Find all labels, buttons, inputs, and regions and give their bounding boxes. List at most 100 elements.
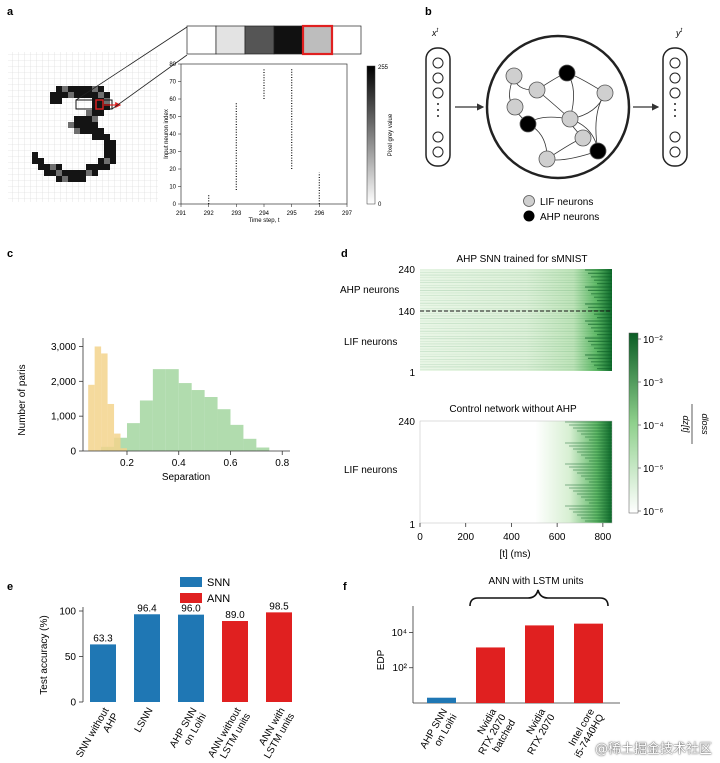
- panel-a-label: a: [7, 6, 14, 18]
- panel-d-label: d: [341, 248, 348, 260]
- edp-category-label: NvidiaRTX 2070: [516, 707, 558, 757]
- digit-pixel: [74, 122, 80, 128]
- heat-bottom-ytick-1: 1: [409, 520, 415, 531]
- gradient-colorbar-tick-label: 10⁻⁴: [643, 421, 664, 432]
- digit-pixel: [68, 92, 74, 98]
- lif-legend-label: LIF neurons: [540, 197, 593, 208]
- vector-ellipsis-dot: [437, 115, 439, 117]
- digit-pixel: [110, 152, 116, 158]
- vector-node: [432, 87, 444, 99]
- digit-pixel: [68, 86, 74, 92]
- digit-pixel: [50, 92, 56, 98]
- accuracy-ytick-label: 100: [59, 607, 76, 618]
- raster-ytick-label: 0: [173, 202, 177, 208]
- lif-neuron: [538, 150, 556, 168]
- heatmap-bottom-streaks: [565, 421, 612, 522]
- hist-bin: [107, 403, 115, 451]
- lif-neuron: [505, 67, 523, 85]
- legend-ann-swatch: [180, 593, 202, 603]
- lif-neuron: [561, 110, 579, 128]
- digit-pixel: [80, 170, 86, 176]
- accuracy-value-label: 96.4: [137, 603, 157, 614]
- legend-snn-swatch: [180, 577, 202, 587]
- digit-pixel: [104, 140, 110, 146]
- digit-pixel: [98, 134, 104, 140]
- gradient-colorbar-tick-label: 10⁻³: [643, 378, 663, 389]
- digit-pixel: [68, 122, 74, 128]
- digit-pixel: [98, 158, 104, 164]
- lif-neuron: [506, 98, 524, 116]
- digit-pixel: [86, 110, 92, 116]
- raster-ytick-label: 70: [169, 80, 176, 86]
- edp-category-label: AHP SNNon Loihi: [418, 707, 459, 756]
- heatmap-x-axis: 0 200 400 600 800: [417, 523, 612, 543]
- heatmap-top: [420, 269, 612, 371]
- lif-neuron: [574, 129, 592, 147]
- gradient-colorbar-tick-label: 10⁻⁶: [643, 507, 664, 518]
- edp-ytick-label: 10⁴: [392, 628, 407, 639]
- heatmap-top-title: AHP SNN trained for sMNIST: [457, 254, 588, 265]
- pixel-value-strip: [186, 24, 362, 56]
- digit-pixel: [104, 152, 110, 158]
- digit-pixel: [110, 140, 116, 146]
- digit-pixel: [62, 86, 68, 92]
- strip-pixel: [273, 25, 304, 55]
- digit-pixel: [68, 176, 74, 182]
- digit-pixel: [98, 92, 104, 98]
- vector-node: [669, 72, 681, 84]
- heat-xtick-label: 800: [595, 532, 612, 543]
- scan-pixel-highlight: [95, 99, 104, 110]
- digit-pixel: [98, 98, 104, 104]
- digit-pixel: [86, 170, 92, 176]
- zoom-line-lower: [111, 54, 188, 110]
- vector-ellipsis-dot: [437, 109, 439, 111]
- digit-pixel: [62, 92, 68, 98]
- heatmap-bottom-title: Control network without AHP: [449, 404, 577, 415]
- raster-xtick-label: 294: [259, 211, 270, 217]
- hist-bin: [204, 397, 218, 451]
- digit-pixel: [104, 98, 110, 104]
- hist-ytick-label: 0: [70, 447, 76, 458]
- gradient-colorbar: [628, 332, 639, 514]
- raster-ytick-label: 40: [169, 132, 176, 138]
- accuracy-bar-chart: 0 50 100 63.3 SNN withoutAHP 96.4 LSNN 96.0 AHP …: [59, 601, 297, 761]
- input-vector-label: xt: [431, 28, 439, 38]
- digit-pixel: [92, 110, 98, 116]
- digit-pixel: [80, 128, 86, 134]
- separation-histogram: 0.2 0.4 0.6 0.8 0 1,000 2,000 3,000: [51, 338, 290, 469]
- digit-pixel: [86, 128, 92, 134]
- hist-bin: [114, 433, 121, 451]
- digit-pixel: [104, 104, 110, 110]
- digit-pixel: [44, 170, 50, 176]
- raster-ytick-label: 50: [169, 115, 176, 121]
- edp-ylabel: EDP: [376, 649, 387, 670]
- accuracy-category-label: LSNN: [133, 706, 156, 735]
- accuracy-value-label: 98.5: [269, 601, 289, 612]
- lif-neuron: [528, 81, 546, 99]
- recurrent-connections: [505, 64, 614, 168]
- digit-pixel: [50, 170, 56, 176]
- panel-c-label: c: [7, 248, 13, 260]
- lif-legend-marker: [523, 195, 535, 207]
- digit-pixel: [74, 176, 80, 182]
- digit-pixel: [86, 122, 92, 128]
- hist-bin: [88, 384, 95, 451]
- digit-pixel: [104, 146, 110, 152]
- digit-pixel: [92, 92, 98, 98]
- digit-pixel: [74, 116, 80, 122]
- digit-pixel: [80, 176, 86, 182]
- digit-pixel: [56, 176, 62, 182]
- accuracy-category-label: ANN withLSTM units: [253, 706, 297, 761]
- hist-bin: [152, 369, 166, 451]
- digit-pixel: [98, 164, 104, 170]
- panel-b: b xt yt LIF neurons AHP neurons: [425, 6, 688, 223]
- raster-xtick-label: 292: [204, 211, 215, 217]
- digit-pixel: [110, 158, 116, 164]
- hist-ytick-label: 2,000: [51, 377, 76, 388]
- gradient-colorbar-tick-label: 10⁻²: [643, 335, 663, 346]
- panel-b-label: b: [425, 6, 432, 18]
- svg-text:dloss: dloss: [700, 413, 710, 435]
- vector-ellipsis-dot: [674, 109, 676, 111]
- panel-f: f ANN with LSTM units 10² 10⁴ AHP SNNon Lo…: [343, 576, 620, 760]
- digit-pixel: [104, 158, 110, 164]
